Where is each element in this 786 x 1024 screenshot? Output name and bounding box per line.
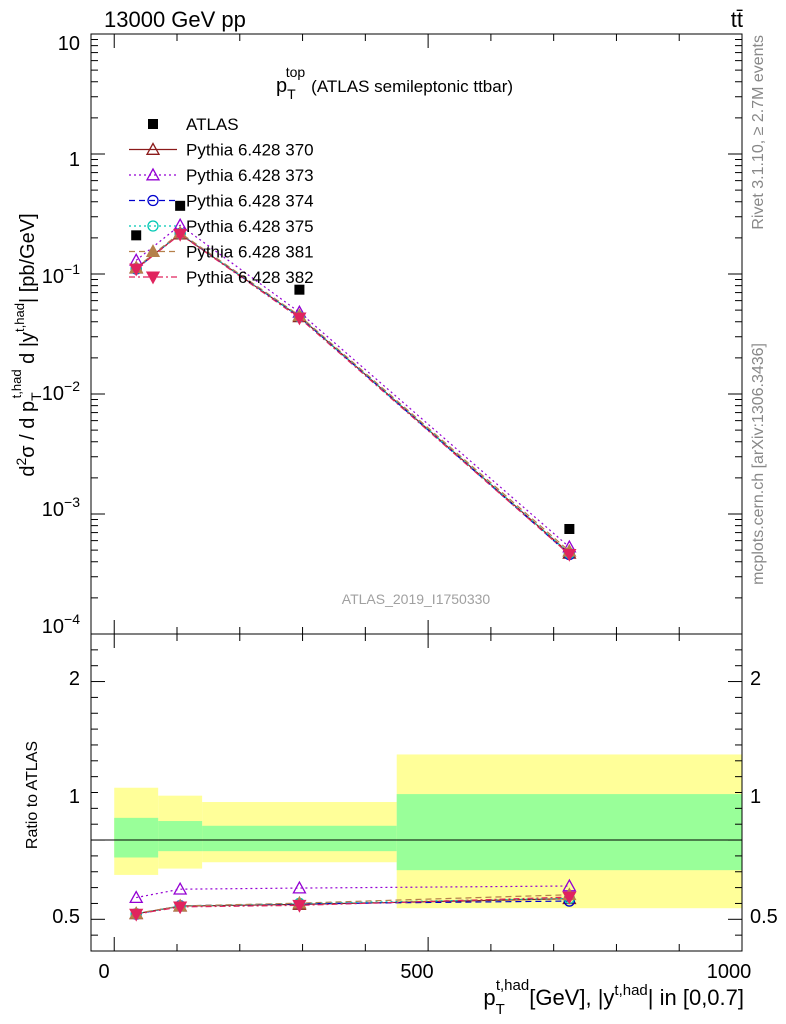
x-tick-label: 0 xyxy=(98,961,109,983)
series-point-ratio xyxy=(173,881,188,895)
main-y-tick-label: 10−4 xyxy=(42,611,80,638)
series-point-main xyxy=(292,312,307,326)
mcplots-source-label: mcplots.cern.ch [arXiv:1306.3436] xyxy=(750,343,767,585)
analysis-watermark: ATLAS_2019_I1750330 xyxy=(342,591,491,607)
legend-marker xyxy=(145,167,161,181)
ratio-y-tick-label: 0.5 xyxy=(52,906,80,928)
legend-marker xyxy=(145,244,161,257)
header-energy-label: 13000 GeV pp xyxy=(104,7,246,32)
main-plot-area xyxy=(91,33,743,635)
ratio-y-tick-label: 1 xyxy=(69,786,80,808)
series-line-ratio xyxy=(136,894,570,915)
data-point-atlas xyxy=(175,200,186,211)
uncertainty-band-inner xyxy=(202,825,397,852)
header-process-label: tt̄ xyxy=(731,7,743,32)
uncertainty-band-inner xyxy=(114,817,159,858)
series-line-main xyxy=(135,224,570,548)
legend-marker xyxy=(147,220,159,232)
main-y-tick-label: 1 xyxy=(69,149,80,171)
series-point-ratio xyxy=(292,880,307,894)
series-line-main xyxy=(135,233,570,555)
plot-title: pTtop(ATLAS semileptonic ttbar) xyxy=(276,64,513,102)
ratio-panel-frame xyxy=(90,633,743,952)
ratio-plot-area xyxy=(91,634,743,951)
x-tick-labels: 0 500 1000 xyxy=(98,961,751,983)
legend-marker xyxy=(145,271,161,285)
series-point-ratio xyxy=(562,891,577,905)
uncertainty-band-inner xyxy=(396,794,742,871)
series-line-main xyxy=(135,232,570,554)
ratio-y-tick-label: 2 xyxy=(69,668,80,690)
svg-text:d2σ / d pTt,had d |yt,had| [pb: d2σ / d pTt,had d |yt,had| [pb/GeV] xyxy=(9,213,44,476)
main-y-tick-labels: 10 1 10−1 10−2 10−3 10−4 xyxy=(42,33,80,638)
series-point-ratio xyxy=(129,908,144,922)
ratio-y-axis-label: Ratio to ATLAS xyxy=(24,741,41,849)
data-point-atlas xyxy=(131,230,142,241)
uncertainty-band-inner xyxy=(158,821,203,852)
main-y-axis-label: d2σ / d pTt,had d |yt,had| [pb/GeV] xyxy=(9,213,44,476)
x-axis-label: pTt,had[GeV], |yt,had| in [0,0.7] xyxy=(483,977,744,1018)
x-tick-label: 1000 xyxy=(707,961,752,983)
series-point-ratio xyxy=(129,890,144,904)
series-line-ratio xyxy=(136,896,570,915)
data-point-atlas xyxy=(294,284,305,295)
legend-label: Pythia 6.428 375 xyxy=(186,217,314,236)
x-tick-label: 500 xyxy=(400,961,433,983)
ratio-y-tick-labels-left: 2 1 0.5 xyxy=(52,668,80,928)
legend-label: Pythia 6.428 373 xyxy=(186,166,314,185)
series-point-main xyxy=(173,228,188,242)
main-y-tick-label: 10−1 xyxy=(42,261,80,288)
series-point-main xyxy=(562,549,577,562)
main-panel: pTtop(ATLAS semileptonic ttbar) ATLAS_20… xyxy=(9,33,743,638)
legend-label: Pythia 6.428 370 xyxy=(186,141,314,160)
ratio-y-tick-label: 0.5 xyxy=(750,906,778,928)
legend-marker-atlas xyxy=(148,119,158,129)
ratio-y-tick-label: 2 xyxy=(750,668,761,690)
main-y-tick-label: 10 xyxy=(58,33,80,55)
legend-marker xyxy=(147,194,159,207)
series-line-main xyxy=(135,232,570,552)
ratio-panel: 2 1 0.5 2 1 0.5 Ratio to ATLAS 0 500 100… xyxy=(24,633,778,1018)
data-point-atlas xyxy=(564,523,575,534)
legend-label: Pythia 6.428 374 xyxy=(186,192,314,211)
main-y-tick-label: 10−3 xyxy=(42,494,80,521)
legend-marker xyxy=(145,142,161,155)
rivet-version-label: Rivet 3.1.10, ≥ 2.7M events xyxy=(750,35,767,230)
series-point-main xyxy=(129,263,144,277)
series-point-ratio xyxy=(292,899,307,913)
ratio-y-tick-labels-right: 2 1 0.5 xyxy=(750,668,778,928)
main-y-tick-label: 10−2 xyxy=(42,378,80,405)
ratio-y-tick-label: 1 xyxy=(750,786,761,808)
series-point-ratio xyxy=(173,901,188,915)
legend: ATLAS Pythia 6.428 370 Pythia 6.428 373 Pyt… xyxy=(129,115,314,287)
legend-label: Pythia 6.428 382 xyxy=(186,268,314,287)
legend-label: Pythia 6.428 381 xyxy=(186,243,314,262)
legend-label: ATLAS xyxy=(186,115,239,134)
